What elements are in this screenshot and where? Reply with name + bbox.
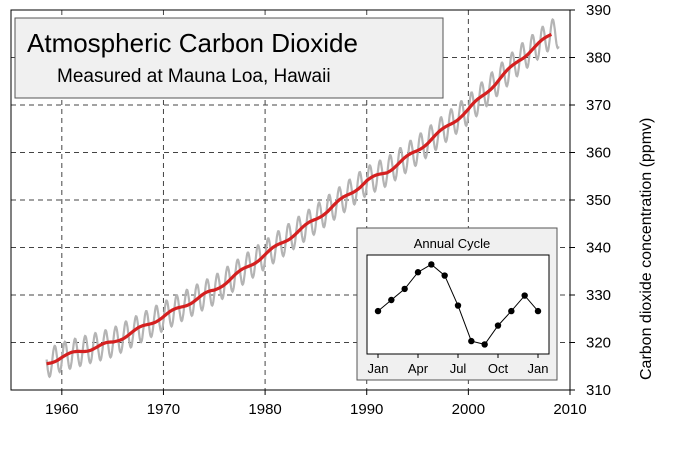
x-tick-label: 2000 xyxy=(452,401,485,418)
monthly-line xyxy=(45,17,560,379)
x-tick-label: 1990 xyxy=(350,401,383,418)
inset-x-ticks: Jan Apr Jul Oct Jan xyxy=(368,354,549,376)
inset-point xyxy=(428,261,435,268)
y-tick-label: 350 xyxy=(586,192,611,209)
inset-point xyxy=(494,322,502,329)
title-box xyxy=(14,17,444,99)
inset-tick-label: Jul xyxy=(450,361,467,376)
inset-tick-label: Jan xyxy=(368,361,389,376)
inset-tick-label: Jan xyxy=(528,361,549,376)
y-tick-label: 360 xyxy=(586,145,611,162)
inset-tick-label: Apr xyxy=(408,361,429,376)
y-tick-label: 390 xyxy=(586,2,611,19)
y-tick-label: 340 xyxy=(586,240,611,257)
inset-point xyxy=(374,307,382,315)
inset-point xyxy=(481,341,488,348)
inset-point xyxy=(534,307,542,315)
inset-point xyxy=(508,307,515,315)
inset-point xyxy=(521,292,528,299)
inset-tick-label: Oct xyxy=(488,361,509,376)
chart-subtitle: Measured at Mauna Loa, Hawaii xyxy=(57,66,331,87)
inset-point xyxy=(454,302,462,309)
monthly-series xyxy=(45,17,560,379)
y-tick-label: 320 xyxy=(586,335,611,352)
x-tick-label: 1960 xyxy=(45,401,78,418)
x-tick-label: 1970 xyxy=(147,401,180,418)
y-tick-label: 330 xyxy=(586,287,611,304)
y-tick-label: 370 xyxy=(586,97,611,114)
inset-point xyxy=(414,269,422,276)
x-tick-label: 1980 xyxy=(248,401,281,418)
inset-point xyxy=(441,272,448,279)
y-tick-label: 380 xyxy=(586,50,611,67)
inset-point xyxy=(468,337,475,345)
y-axis-label: Carbon dioxide concentration (ppmv) xyxy=(638,118,655,380)
inset-point xyxy=(388,296,395,304)
trend-series xyxy=(45,32,553,366)
chart-title: Atmospheric Carbon Dioxide xyxy=(27,28,358,58)
trend-line xyxy=(45,32,553,366)
y-tick-label: 310 xyxy=(586,382,611,399)
x-tick-label: 2010 xyxy=(553,401,586,418)
inset-title: Annual Cycle xyxy=(414,236,491,251)
inset-point xyxy=(401,285,408,293)
inset-series xyxy=(374,261,542,348)
